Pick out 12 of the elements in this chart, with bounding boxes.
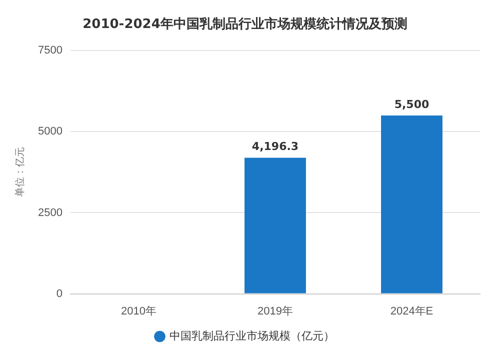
chart-title: 2010-2024年中国乳制品行业市场规模统计情况及预测 [82,16,408,32]
legend-label: 中国乳制品行业市场规模（亿元） [169,330,334,343]
y-tick-label: 5000 [38,126,62,138]
y-tick-label: 7500 [38,44,62,57]
x-tick-label: 2010年 [120,305,156,318]
data-label: 4,196.3 [252,140,299,154]
x-tick-label: 2019年 [257,305,293,318]
y-tick-label: 2500 [38,206,62,219]
x-tick-label: 2024年E [390,305,434,318]
y-axis-title: 单位：亿元 [14,147,26,198]
y-tick-label: 0 [56,288,62,300]
data-label: 5,500 [394,98,430,111]
